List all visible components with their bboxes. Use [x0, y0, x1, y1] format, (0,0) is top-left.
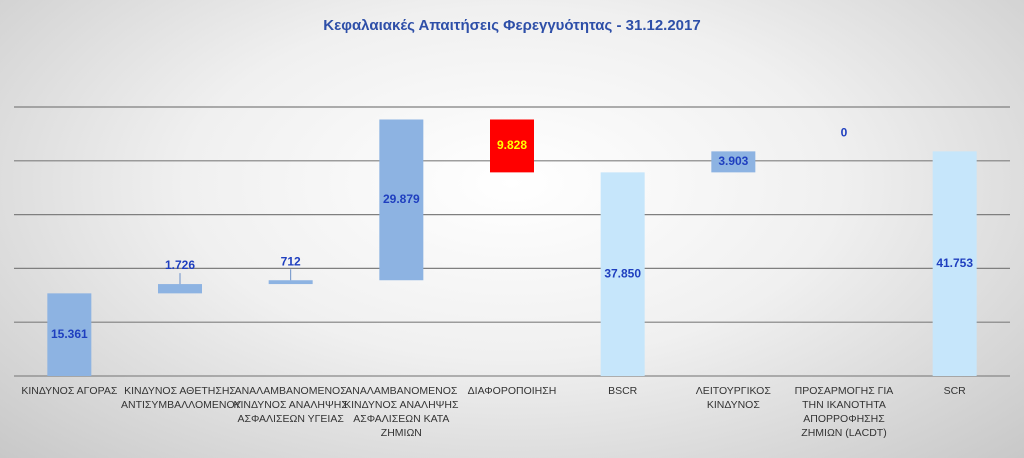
bar — [158, 284, 202, 294]
x-tick-label: SCR — [943, 385, 966, 397]
bar — [490, 119, 534, 173]
value-label: 29.879 — [383, 192, 420, 206]
x-tick-label: BSCR — [608, 385, 638, 397]
bar — [711, 151, 756, 173]
value-label: 1.726 — [165, 258, 195, 272]
bar — [932, 151, 977, 376]
value-label: 37.850 — [604, 266, 641, 280]
chart-title: Κεφαλαιακές Απαιτήσεις Φερεγγυότητας - 3… — [323, 17, 700, 34]
x-tick-label: ΚΙΝΔΥΝΟΣ ΑΘΕΤΗΣΗΣ ΑΝΤΙΣΥΜΒΑΛΛΟΜΕΝΟΥ — [121, 385, 242, 411]
bar — [268, 280, 313, 285]
value-label: 0 — [841, 126, 848, 140]
x-tick-label: ΠΡΟΣΑΡΜΟΓΗΣ ΓΙΑ ΤΗΝ ΙΚΑΝΟΤΗΤΑ ΑΠΟΡΡΟΦΗΣΗ… — [794, 385, 894, 439]
bar — [600, 172, 645, 376]
value-label: 712 — [281, 254, 301, 268]
value-label: 15.361 — [51, 327, 88, 341]
x-tick-label: ΔΙΑΦΟΡΟΠΟΙΗΣΗ — [467, 385, 557, 397]
bar — [47, 293, 92, 376]
bar — [379, 119, 424, 281]
value-label: 3.903 — [718, 154, 748, 168]
x-tick-label: ΑΝΑΛΑΜΒΑΝΟΜΕΝΟΣ ΚΙΝΔΥΝΟΣ ΑΝΑΛΗΨΗΣ ΑΣΦΑΛΙ… — [233, 385, 348, 425]
x-tick-label: ΚΙΝΔΥΝΟΣ ΑΓΟΡΑΣ — [21, 385, 118, 397]
value-label: 9.828 — [497, 138, 527, 152]
value-label: 41.753 — [936, 256, 973, 270]
x-tick-label: ΑΝΑΛΑΜΒΑΝΟΜΕΝΟΣ ΚΙΝΔΥΝΟΣ ΑΝΑΛΗΨΗΣ ΑΣΦΑΛΙ… — [344, 385, 459, 439]
x-tick-label: ΛΕΙΤΟΥΡΓΙΚΟΣ ΚΙΝΔΥΝΟΣ — [695, 385, 771, 411]
